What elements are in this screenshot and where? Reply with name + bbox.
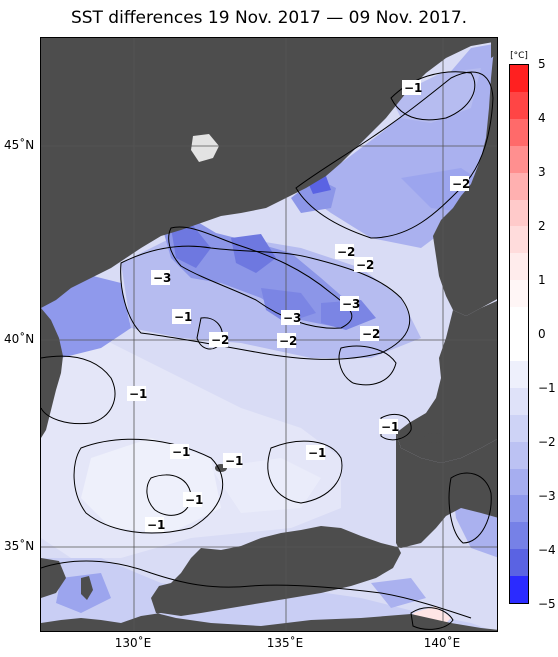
contour-lines: [41, 71, 494, 630]
colorbar-tick-label: −2: [538, 435, 556, 449]
colorbar-tick-label: −3: [538, 489, 556, 503]
colorbar-cell: [510, 468, 528, 496]
colorbar-tick-label: 2: [538, 219, 546, 233]
colorbar-cell: [510, 522, 528, 550]
lon-label-135e: 135˚E: [266, 636, 304, 650]
colorbar-cell: [510, 414, 528, 443]
contour-value-label: −3: [340, 296, 360, 311]
colorbar-tick-label: 5: [538, 57, 546, 71]
colorbar-cell: [510, 280, 528, 308]
contour-labels: −1−2−2−2−3−1 −3−3−2 −2 −2−1−1−1−1−1−1−1: [127, 80, 470, 532]
contour-value-label: −1: [145, 517, 165, 532]
colorbar-tick-label: 0: [538, 327, 546, 341]
svg-text:−1: −1: [172, 445, 190, 459]
colorbar-tick-label: 3: [538, 165, 546, 179]
colorbar: [509, 64, 529, 604]
svg-text:−2: −2: [279, 334, 297, 348]
colorbar-cell: [510, 172, 528, 200]
svg-text:−2: −2: [211, 333, 229, 347]
contour-value-label: −2: [335, 244, 355, 259]
contour-value-label: −1: [127, 386, 147, 401]
colorbar-cell: [510, 360, 528, 389]
land-masses: [41, 38, 497, 631]
contour-value-label: −1: [379, 419, 399, 434]
contour-value-label: −2: [360, 326, 380, 341]
svg-text:−1: −1: [185, 493, 203, 507]
contour-value-label: −2: [209, 332, 229, 347]
lon-label-140e: 140˚E: [423, 636, 461, 650]
sst-shading: [41, 43, 497, 631]
contour-value-label: −1: [402, 80, 422, 95]
svg-text:−1: −1: [381, 420, 399, 434]
contour-value-label: −3: [281, 310, 301, 325]
colorbar-cell: [510, 576, 528, 603]
colorbar-unit: [°C]: [510, 51, 528, 61]
svg-text:−1: −1: [404, 81, 422, 95]
svg-text:−2: −2: [356, 258, 374, 272]
svg-text:−3: −3: [153, 271, 171, 285]
colorbar-cell: [510, 387, 528, 416]
colorbar-cell: [510, 226, 528, 254]
svg-text:−2: −2: [337, 245, 355, 259]
colorbar-cell: [510, 307, 528, 335]
contour-value-label: −1: [183, 492, 203, 507]
lon-label-130e: 130˚E: [114, 636, 152, 650]
colorbar-cell: [510, 199, 528, 227]
svg-text:−2: −2: [362, 327, 380, 341]
colorbar-tick-label: 4: [538, 111, 546, 125]
colorbar-cell: [510, 441, 528, 469]
colorbar-tick-label: −5: [538, 597, 556, 611]
map-canvas: −1−2−2−2−3−1 −3−3−2 −2 −2−1−1−1−1−1−1−1: [41, 38, 497, 631]
contour-value-label: −2: [450, 176, 470, 191]
svg-text:−1: −1: [225, 454, 243, 468]
lat-label-35n: 35˚N: [4, 539, 35, 553]
colorbar-cell: [510, 91, 528, 120]
svg-text:−1: −1: [174, 310, 192, 324]
colorbar-cell: [510, 145, 528, 174]
colorbar-cell: [510, 334, 528, 362]
svg-text:−1: −1: [147, 518, 165, 532]
colorbar-cell: [510, 495, 528, 523]
svg-text:−1: −1: [308, 446, 326, 460]
contour-value-label: −1: [170, 444, 190, 459]
svg-text:−3: −3: [342, 297, 360, 311]
colorbar-cell: [510, 65, 528, 93]
svg-text:−3: −3: [283, 311, 301, 325]
contour-value-label: −3: [151, 270, 171, 285]
colorbar-cell: [510, 253, 528, 281]
contour-value-label: −1: [223, 453, 243, 468]
colorbar-tick-label: −1: [538, 381, 556, 395]
contour-value-label: −1: [172, 309, 192, 324]
svg-text:−1: −1: [129, 387, 147, 401]
colorbar-cell: [510, 118, 528, 147]
colorbar-cell: [510, 549, 528, 577]
sst-map: −1 −2 −2 −2 −3 −1 −3 −3 −2 −2 −2 −1 −1 −1 −1 −1 −1 −1: [40, 37, 498, 632]
map-title: SST differences 19 Nov. 2017 — 09 Nov. 2…: [70, 8, 468, 28]
lat-label-45n: 45˚N: [4, 138, 35, 152]
contour-value-label: −1: [306, 445, 326, 460]
lake-khanka: [191, 134, 219, 162]
colorbar-tick-label: −4: [538, 543, 556, 557]
grid-lines: [41, 38, 497, 631]
contour-value-label: −2: [354, 257, 374, 272]
colorbar-tick-label: 1: [538, 273, 546, 287]
lat-label-40n: 40˚N: [4, 332, 35, 346]
contour-value-label: −2: [277, 333, 297, 348]
svg-text:−2: −2: [452, 177, 470, 191]
